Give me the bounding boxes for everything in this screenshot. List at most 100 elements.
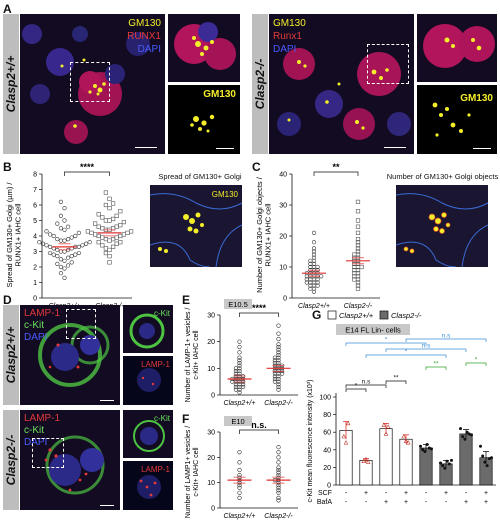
data-point: [425, 443, 429, 447]
data-point: [315, 283, 320, 288]
significance-bracket: [313, 171, 359, 176]
inset-image: [432, 102, 471, 137]
x-tick-label: Clasp2+/+: [298, 303, 330, 310]
schematic-image: [149, 193, 243, 268]
data-point: [276, 450, 281, 455]
legend-runx1: Runx1: [273, 31, 302, 42]
stage-tag-label: E10: [231, 417, 244, 426]
data-point: [355, 249, 361, 254]
data-point: [237, 360, 242, 366]
cell-image: [22, 24, 150, 144]
data-point: [459, 427, 462, 431]
comparison-bracket: [385, 348, 467, 352]
data-point: [237, 450, 242, 455]
data-point: [355, 286, 361, 291]
data-point: [439, 461, 442, 465]
data-point: [118, 240, 123, 245]
data-point: [44, 229, 49, 234]
data-point: [311, 240, 317, 245]
panel-label-f: F: [182, 412, 190, 426]
inset-d-top-ckit: c-Kit: [123, 305, 173, 353]
data-point: [51, 252, 56, 257]
data-point: [308, 264, 313, 270]
data-point: [311, 246, 317, 251]
data-point: [315, 277, 320, 282]
data-point: [118, 233, 123, 239]
data-point: [58, 226, 64, 231]
data-point: [76, 244, 81, 249]
data-point: [55, 236, 60, 242]
comparison-label: **: [393, 375, 399, 382]
data-point: [237, 350, 242, 355]
legend-dapi: DAPI: [137, 44, 161, 55]
zoom-box: [66, 309, 96, 339]
data-point: [62, 205, 67, 211]
data-point: [276, 384, 281, 390]
data-point: [272, 358, 277, 363]
data-point: [121, 232, 126, 237]
data-point: [65, 263, 71, 268]
inset-d-bottom-ckit: c-Kit: [123, 410, 173, 458]
inset-image: [137, 475, 161, 499]
comparison-bracket: [345, 342, 427, 346]
data-point: [125, 230, 130, 235]
genotype-tab-d-top: Clasp2+/+: [3, 305, 19, 405]
bafa-value: -: [425, 499, 428, 506]
y-tick-label: 0: [211, 393, 215, 400]
y-tick-label: 1: [33, 280, 37, 287]
data-point: [107, 238, 112, 243]
data-point: [483, 460, 487, 464]
micrograph-a-right: GM130 Runx1 DAPI: [269, 14, 414, 154]
legend-dapi: DAPI: [24, 332, 48, 343]
genotype-label: Clasp2-/-: [4, 434, 18, 486]
y-tick-label: 40: [323, 447, 331, 454]
legend-gm130: GM130: [128, 18, 161, 29]
data-point: [276, 475, 281, 480]
legend-label-ko: Clasp2-/-: [391, 311, 422, 320]
comparison-bracket: [365, 354, 447, 358]
cell-image: [44, 435, 105, 495]
legend-ckit: c-Kit: [24, 320, 44, 331]
data-point: [87, 240, 92, 245]
data-point: [237, 363, 242, 368]
comparison-bracket: [345, 388, 367, 392]
data-point: [272, 376, 277, 382]
zoom-box: [32, 438, 64, 468]
data-point: [96, 212, 101, 217]
data-point: [311, 289, 317, 294]
data-point: [315, 280, 320, 285]
bafa-value: -: [365, 499, 368, 506]
data-point: [423, 450, 427, 454]
data-point: [65, 255, 71, 260]
data-point: [445, 459, 449, 463]
data-point: [51, 233, 56, 239]
inset-label-ckit: c-Kit: [154, 414, 170, 423]
data-point: [62, 249, 67, 254]
data-point: [311, 230, 317, 235]
genotype-label: Clasp2+/+: [4, 326, 18, 384]
data-point: [114, 224, 119, 229]
data-point: [272, 360, 277, 366]
stage-tag: [224, 299, 252, 309]
panel-label-c: C: [252, 160, 261, 174]
panel-label-a: A: [3, 2, 12, 16]
data-point: [355, 240, 361, 245]
y-tick-label: 10: [279, 265, 287, 272]
data-point: [73, 233, 78, 239]
schematic-label-gm130: GM130: [211, 190, 238, 199]
micrograph-a-left: GM130 RUNX1 DAPI: [20, 14, 165, 154]
data-point: [276, 488, 281, 493]
data-point: [76, 230, 81, 235]
data-point: [80, 243, 85, 248]
data-point: [233, 371, 239, 376]
cell-image: [38, 323, 110, 387]
data-point: [385, 424, 391, 429]
chart-g: Clasp2+/+ Clasp2-/- E14 FL Lin- cells c-Kit…: [307, 310, 496, 506]
data-point: [343, 440, 349, 445]
data-point: [345, 420, 351, 426]
schematic-c-title: Number of GM130+ Golgi objects: [386, 172, 499, 181]
data-point: [47, 232, 53, 237]
data-point: [103, 190, 108, 195]
data-point: [107, 260, 112, 265]
comparison-label: *: [475, 357, 478, 364]
